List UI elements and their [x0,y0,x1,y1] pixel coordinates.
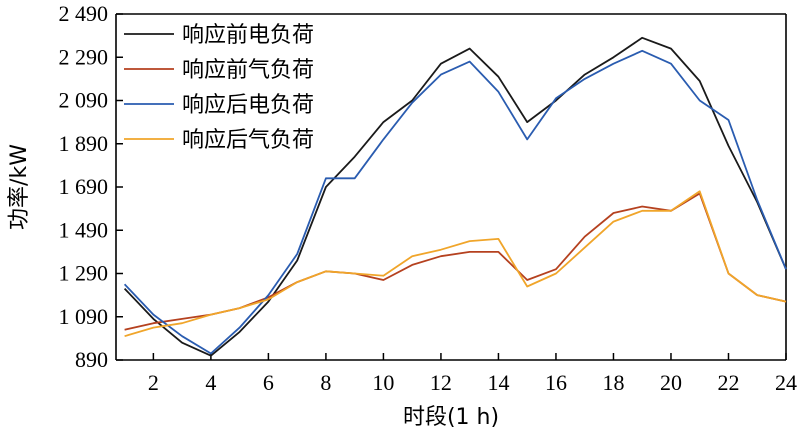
x-tick-label: 18 [602,370,624,395]
x-tick-label: 24 [775,370,797,395]
y-axis-title: 功率/kW [7,144,32,230]
x-tick-label: 12 [430,370,452,395]
y-tick-label: 1 090 [59,304,109,329]
x-tick-label: 4 [205,370,216,395]
axes [115,13,787,361]
y-tick-label: 1 290 [59,261,109,286]
y-tick-label: 2 290 [59,44,109,69]
y-tick-label: 890 [75,347,108,372]
x-tick-label: 14 [487,370,509,395]
series-line-1 [123,36,787,357]
x-tick-label: 22 [717,370,739,395]
legend-label: 响应后气负荷 [182,128,314,153]
series-line-3 [123,49,787,355]
x-axis-title: 时段(1 h) [403,405,499,430]
x-tick-label: 10 [372,370,394,395]
legend-label: 响应前电负荷 [182,23,314,48]
x-tick-label: 6 [263,370,274,395]
legend-label: 响应后电负荷 [182,93,314,118]
y-tick-label: 1 890 [59,131,109,156]
x-axis-ticks: 2 4 6 8 10 12 14 16 18 20 22 24 [148,353,797,395]
series-lines [123,36,787,357]
y-axis-ticks: 890 1 090 1 290 1 490 1 690 1 890 2 090 2 290 2 … [59,1,123,372]
series-line-2 [124,192,787,331]
y-tick-label: 1 490 [59,217,109,242]
y-tick-label: 1 690 [59,174,109,199]
y-tick-label: 2 090 [59,88,109,113]
series-line-4 [124,190,787,338]
legend-label: 响应前气负荷 [182,58,314,83]
x-tick-label: 20 [660,370,682,395]
x-tick-label: 8 [320,370,331,395]
y-tick-label: 2 490 [59,1,109,26]
x-tick-label: 2 [148,370,159,395]
x-tick-label: 16 [545,370,567,395]
